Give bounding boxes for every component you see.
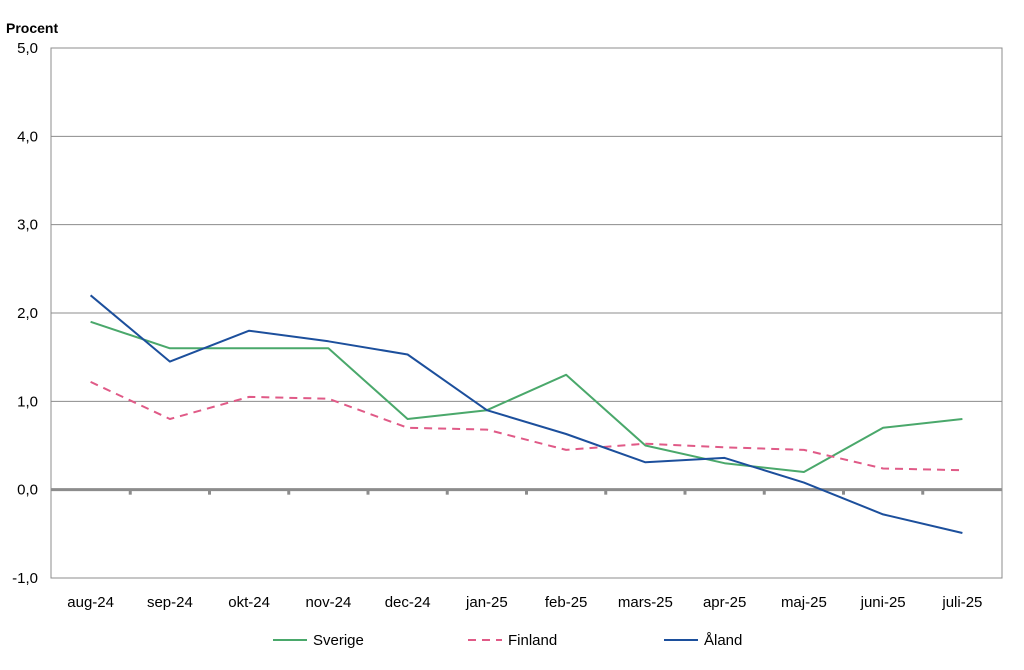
y-tick-label: 2,0 bbox=[17, 305, 38, 322]
y-tick-label: 5,0 bbox=[17, 40, 38, 57]
legend-label: Finland bbox=[508, 632, 557, 649]
x-tick-label: nov-24 bbox=[305, 594, 351, 611]
legend-label: Sverige bbox=[313, 632, 364, 649]
y-tick-label: 0,0 bbox=[17, 482, 38, 499]
series-line-finland bbox=[90, 380, 963, 472]
legend-label: Åland bbox=[704, 632, 742, 649]
y-tick-label: 1,0 bbox=[17, 393, 38, 410]
y-axis-label: Procent bbox=[6, 20, 58, 36]
x-tick-label: maj-25 bbox=[781, 594, 827, 611]
x-tick-label: apr-25 bbox=[703, 594, 746, 611]
y-tick-labels: -1,0 0,0 1,0 2,0 3,0 4,0 5,0 bbox=[12, 40, 38, 587]
x-tick-label: dec-24 bbox=[385, 594, 431, 611]
x-tick-label: feb-25 bbox=[545, 594, 588, 611]
x-tick-label: jan-25 bbox=[465, 594, 508, 611]
x-tick-label: sep-24 bbox=[147, 594, 193, 611]
x-tick-label: juli-25 bbox=[941, 594, 982, 611]
y-tick-label: 3,0 bbox=[17, 217, 38, 234]
x-tick-label: mars-25 bbox=[618, 594, 673, 611]
x-axis bbox=[51, 488, 1002, 495]
series-line-sverige bbox=[90, 320, 963, 473]
x-tick-label: aug-24 bbox=[67, 594, 114, 611]
x-tick-label: juni-25 bbox=[860, 594, 906, 611]
y-tick-label: 4,0 bbox=[17, 128, 38, 145]
legend: Sverige Finland Åland bbox=[273, 632, 742, 649]
y-tick-label: -1,0 bbox=[12, 570, 38, 587]
series-line-åland bbox=[89, 294, 963, 534]
series-lines bbox=[89, 294, 963, 534]
grid-lines bbox=[51, 47, 1002, 579]
x-tick-label: okt-24 bbox=[228, 594, 270, 611]
x-tick-labels: aug-24 sep-24 okt-24 nov-24 dec-24 jan-25 feb-… bbox=[67, 594, 982, 611]
